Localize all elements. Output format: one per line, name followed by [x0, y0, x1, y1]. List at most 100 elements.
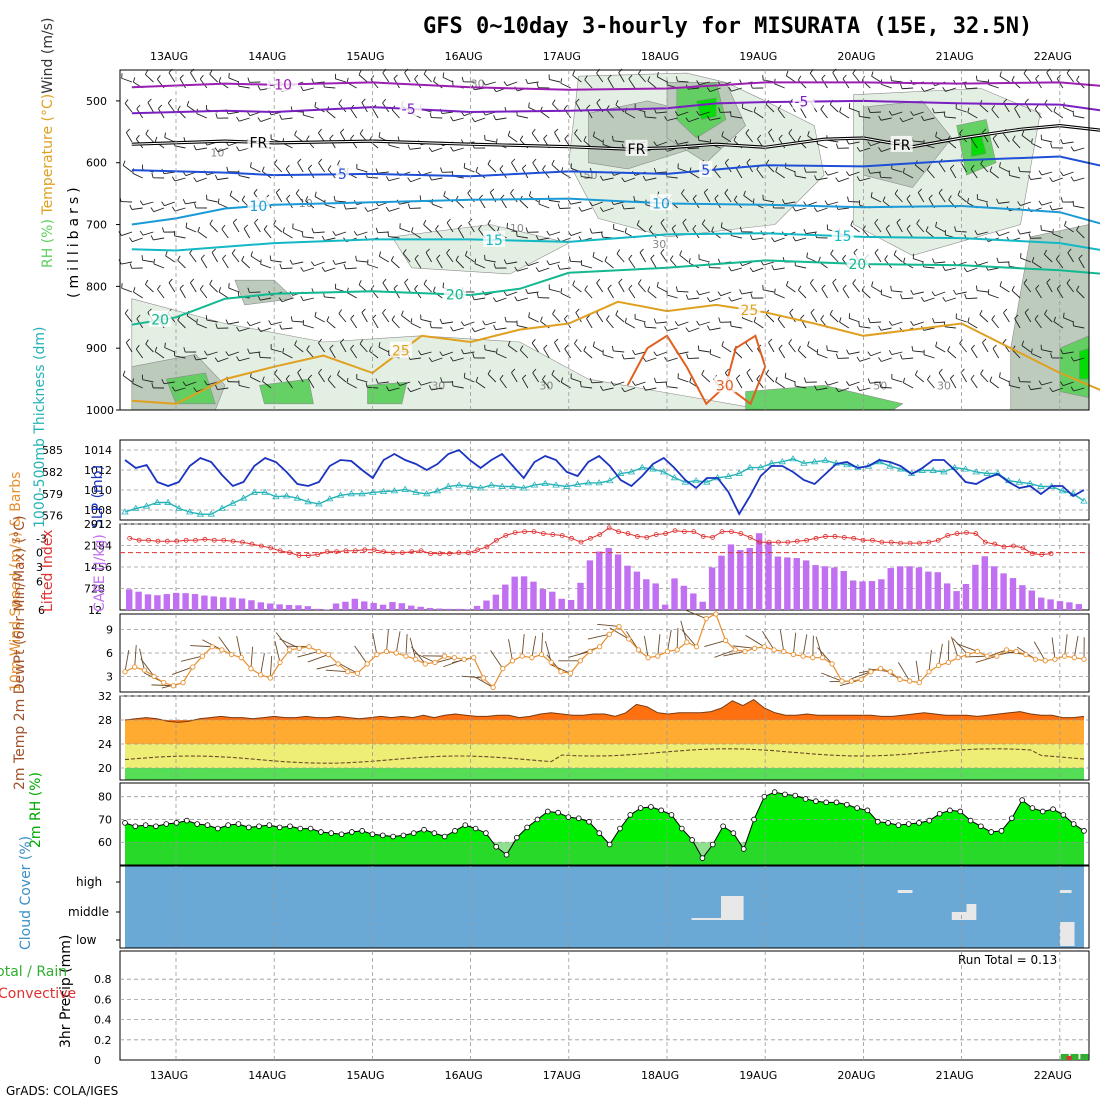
upper-wind-barb-flag	[618, 68, 623, 73]
upper-wind-barb-flag	[418, 380, 422, 386]
upper-wind-barb	[881, 294, 892, 299]
upper-wind-barb-flag	[314, 311, 317, 317]
rh-point	[699, 855, 706, 861]
upper-wind-barb	[913, 258, 924, 263]
upper-wind-barb-flag	[1046, 278, 1051, 283]
upper-wind-barb-flag	[446, 248, 450, 254]
upper-wind-barb-flag	[243, 224, 249, 229]
cape-bar	[699, 601, 706, 610]
day-label-top: 19AUG	[739, 50, 777, 63]
upper-wind-barb	[977, 261, 989, 266]
upper-wind-barb	[677, 377, 689, 383]
precip-bar	[1080, 1053, 1089, 1060]
rh-point	[709, 841, 716, 848]
upper-wind-barb	[934, 291, 946, 297]
upper-wind-barb	[517, 267, 529, 272]
upper-wind-barb	[345, 267, 357, 270]
upper-wind-barb-flag	[161, 379, 165, 384]
wind-speed-point	[451, 655, 458, 661]
upper-wind-barb	[297, 372, 304, 383]
upper-wind-barb-flag	[612, 135, 614, 141]
upper-wind-barb-flag	[129, 263, 133, 269]
upper-wind-barb-flag	[346, 377, 349, 383]
cape-bar	[154, 595, 161, 610]
upper-wind-barb	[274, 373, 283, 383]
upper-wind-barb-flag	[297, 368, 302, 373]
upper-wind-barb-flag	[789, 308, 794, 313]
upper-wind-barb-flag	[204, 350, 208, 356]
upper-wind-barb-flag	[653, 318, 657, 324]
upper-wind-barb-flag	[753, 107, 757, 113]
wind-speed-point	[974, 648, 981, 655]
upper-wind-barb	[508, 345, 518, 353]
upper-wind-barb-flag	[164, 132, 166, 138]
upper-wind-barb	[689, 171, 700, 179]
upper-wind-barb-flag	[814, 385, 818, 391]
upper-wind-barb-flag	[888, 320, 893, 326]
upper-wind-barb	[324, 204, 336, 209]
upper-wind-barb	[1002, 132, 1010, 143]
upper-wind-barb	[1020, 257, 1031, 263]
upper-wind-barb-flag	[874, 218, 879, 224]
rh-point	[184, 817, 190, 824]
upper-wind-barb-flag	[674, 111, 679, 116]
upper-wind-barb-flag	[228, 72, 230, 78]
upper-wind-barb	[177, 319, 186, 329]
upper-wind-barb	[174, 177, 186, 182]
cape-tick-label: 728	[84, 583, 105, 596]
upper-wind-barb-flag	[685, 117, 690, 123]
upper-wind-barb	[335, 261, 347, 265]
rh-point	[503, 851, 510, 858]
lifted-index-point	[352, 548, 358, 554]
upper-wind-barb-flag	[1024, 98, 1029, 103]
upper-wind-barb-flag	[788, 338, 793, 344]
precip-tick-label: 0.2	[94, 1034, 112, 1047]
slp-line	[124, 448, 1085, 516]
rh-point	[142, 822, 149, 828]
wind-speed-point	[422, 661, 428, 667]
cape-bar	[906, 566, 913, 610]
upper-wind-barb	[970, 138, 978, 149]
surface-wind-barb	[761, 630, 775, 651]
upper-wind-barb	[891, 290, 903, 293]
upper-wind-barb	[517, 325, 529, 329]
upper-wind-barb-flag	[621, 177, 625, 183]
upper-wind-barb-flag	[507, 340, 511, 346]
upper-wind-barb-flag	[728, 296, 732, 302]
upper-wind-barb	[1012, 139, 1021, 149]
upper-wind-barb	[446, 252, 454, 263]
upper-wind-barb-flag	[318, 338, 323, 344]
rh-ylabel-group: 2m RH (%)	[28, 772, 44, 848]
upper-wind-barb	[894, 193, 903, 203]
upper-wind-barb	[849, 107, 860, 113]
rh-point	[658, 807, 665, 814]
upper-wind-barb-flag	[916, 219, 920, 224]
upper-wind-barb	[584, 289, 593, 299]
cloud-background	[125, 866, 1084, 948]
upper-wind-barb	[581, 207, 593, 212]
lifted-index-point	[522, 529, 527, 535]
upper-wind-barb-flag	[604, 256, 608, 262]
upper-wind-barb-flag	[830, 249, 834, 255]
upper-wind-barb-flag	[586, 104, 591, 109]
rh-point	[596, 830, 603, 836]
upper-wind-barb	[174, 387, 186, 392]
upper-wind-barb-flag	[1003, 308, 1008, 314]
upper-wind-barb-flag	[472, 353, 475, 359]
surface-wind-barb	[779, 629, 785, 652]
upper-wind-barb-flag	[418, 350, 422, 356]
upper-wind-barb	[186, 315, 197, 323]
upper-wind-barb-flag	[975, 285, 978, 291]
upper-wind-barb-flag	[211, 248, 216, 253]
upper-wind-barb-flag	[636, 220, 640, 226]
upper-wind-barb	[131, 207, 143, 210]
rh-point	[524, 824, 530, 831]
wind-speed-point	[471, 655, 477, 661]
upper-wind-barb-flag	[906, 224, 911, 230]
upper-wind-barb	[1021, 345, 1032, 353]
upper-wind-barb-flag	[153, 258, 155, 264]
upper-wind-barb-flag	[200, 254, 205, 259]
rh-point	[472, 825, 479, 832]
upper-wind-barb-flag	[314, 191, 317, 197]
upper-wind-barb-flag	[241, 195, 246, 201]
